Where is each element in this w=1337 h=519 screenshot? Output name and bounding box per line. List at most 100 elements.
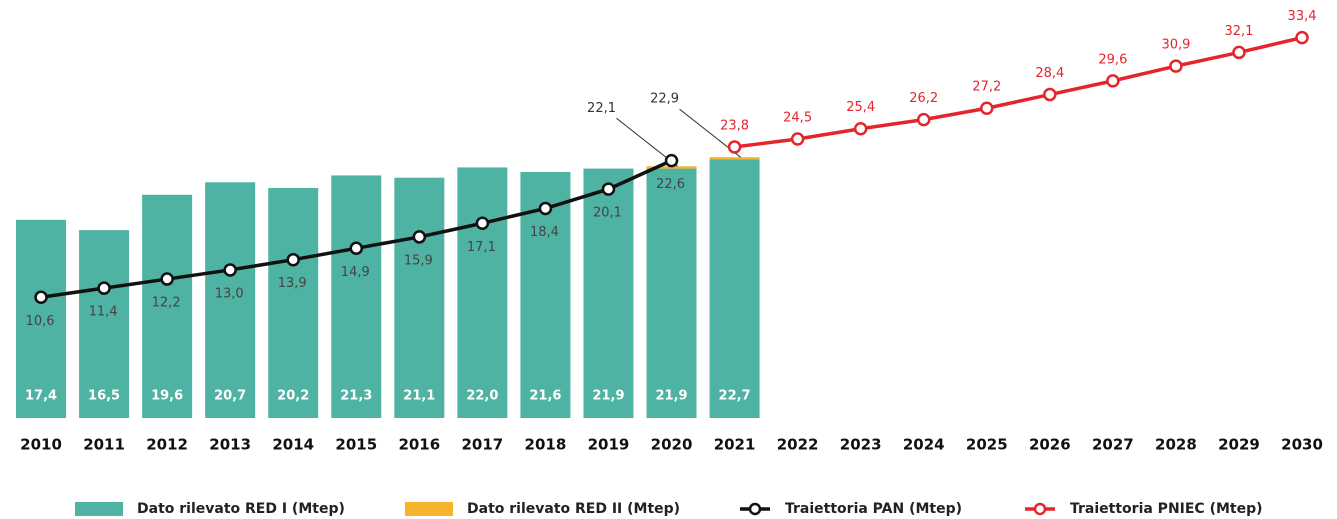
line-value-label: 26,2 — [909, 91, 938, 106]
x-tick-label: 2012 — [146, 436, 188, 454]
line-point — [1295, 30, 1309, 45]
line-point — [34, 290, 48, 305]
bar — [16, 219, 67, 418]
line-value-label: 29,6 — [1098, 52, 1127, 67]
bar-value-label: 16,5 — [88, 389, 120, 404]
line-point — [1043, 87, 1057, 102]
x-tick-label: 2013 — [209, 436, 251, 454]
x-tick-label: 2015 — [335, 436, 377, 454]
line-point — [349, 241, 364, 256]
line-point — [538, 201, 553, 216]
bar — [646, 168, 697, 418]
bar-value-label: 21,9 — [655, 389, 687, 404]
line-point — [1169, 59, 1183, 73]
line-value-label: 20,1 — [593, 206, 622, 221]
x-tick-label: 2024 — [903, 436, 945, 454]
line-point — [475, 216, 490, 230]
line-value-label: 30,9 — [1161, 38, 1190, 53]
x-tick-label: 2023 — [840, 436, 882, 454]
annotation: 22,1 — [587, 101, 616, 116]
line-point — [916, 112, 931, 127]
annotation: 22,9 — [650, 92, 679, 107]
line-value-label: 24,5 — [783, 110, 812, 125]
line-point — [1106, 74, 1120, 88]
bar — [142, 194, 193, 418]
bar-value-label: 21,6 — [529, 389, 561, 404]
line-point — [980, 101, 994, 115]
x-tick-label: 2028 — [1155, 436, 1197, 454]
line-value-label: 25,4 — [846, 100, 875, 115]
bar — [394, 177, 445, 418]
line-value-label: 22,6 — [656, 177, 685, 192]
bar — [79, 230, 130, 418]
line-value-label: 17,1 — [467, 240, 496, 255]
line-value-label: 28,4 — [1035, 66, 1064, 81]
line-value-label: 32,1 — [1224, 24, 1253, 39]
x-tick-label: 2014 — [272, 436, 314, 454]
bar-value-label: 17,4 — [25, 389, 57, 404]
bar — [331, 175, 382, 418]
x-tick-label: 2011 — [83, 436, 125, 454]
bar-value-label: 22,0 — [466, 389, 498, 404]
line-point — [727, 140, 742, 154]
line-value-label: 23,8 — [720, 118, 749, 133]
x-tick-label: 2025 — [966, 436, 1008, 454]
line-point — [853, 121, 868, 136]
x-tick-label: 2018 — [525, 436, 567, 454]
line-point — [286, 252, 300, 267]
bar — [709, 159, 760, 418]
line-point — [1232, 45, 1246, 60]
line-value-label: 11,4 — [89, 305, 118, 320]
legend-marker — [1033, 502, 1047, 516]
line-value-label: 12,2 — [152, 296, 181, 311]
bar — [646, 166, 697, 169]
bar-value-label: 19,6 — [151, 389, 183, 404]
x-tick-label: 2020 — [651, 436, 693, 454]
line-point — [664, 153, 679, 168]
line-point — [223, 263, 237, 277]
x-tick-label: 2019 — [588, 436, 630, 454]
legend-marker — [748, 502, 762, 516]
legend-label: Dato rilevato RED II (Mtep) — [467, 501, 680, 517]
line-value-label: 14,9 — [341, 265, 370, 280]
x-tick-label: 2022 — [777, 436, 819, 454]
line-value-label: 10,6 — [26, 314, 55, 329]
x-tick-label: 2010 — [20, 436, 62, 454]
line-value-label: 15,9 — [404, 253, 433, 268]
legend-label: Traiettoria PNIEC (Mtep) — [1070, 501, 1263, 517]
line-point — [97, 281, 111, 295]
line-value-label: 13,9 — [278, 276, 307, 291]
legend-label: Traiettoria PAN (Mtep) — [785, 501, 962, 517]
legend-label: Dato rilevato RED I (Mtep) — [137, 501, 345, 517]
x-tick-label: 2017 — [462, 436, 504, 454]
bar — [205, 182, 256, 418]
bar-value-label: 20,7 — [214, 389, 246, 404]
line-point — [412, 230, 427, 244]
line — [734, 35, 1303, 149]
line-point — [790, 132, 805, 146]
bar — [268, 187, 319, 418]
bar-value-label: 22,7 — [719, 389, 751, 404]
bar-value-label: 21,1 — [403, 389, 435, 404]
line-value-label: 13,0 — [215, 286, 244, 301]
line-value-label: 18,4 — [530, 225, 559, 240]
x-tick-label: 2026 — [1029, 436, 1071, 454]
legend-swatch — [75, 502, 123, 516]
bar-value-label: 21,9 — [592, 389, 624, 404]
x-tick-label: 2027 — [1092, 436, 1134, 454]
bar — [709, 157, 760, 160]
legend-swatch — [405, 502, 453, 516]
x-tick-label: 2016 — [398, 436, 440, 454]
line-point — [160, 272, 174, 286]
x-tick-label: 2029 — [1218, 436, 1260, 454]
bar-value-label: 20,2 — [277, 389, 309, 404]
line-point — [601, 182, 616, 196]
bar — [457, 167, 508, 418]
bar-value-label: 21,3 — [340, 389, 372, 404]
line-value-label: 33,4 — [1288, 9, 1317, 24]
line-value-label: 27,2 — [972, 80, 1001, 95]
x-tick-label: 2030 — [1281, 436, 1323, 454]
x-tick-label: 2021 — [714, 436, 756, 454]
bar — [583, 168, 634, 418]
